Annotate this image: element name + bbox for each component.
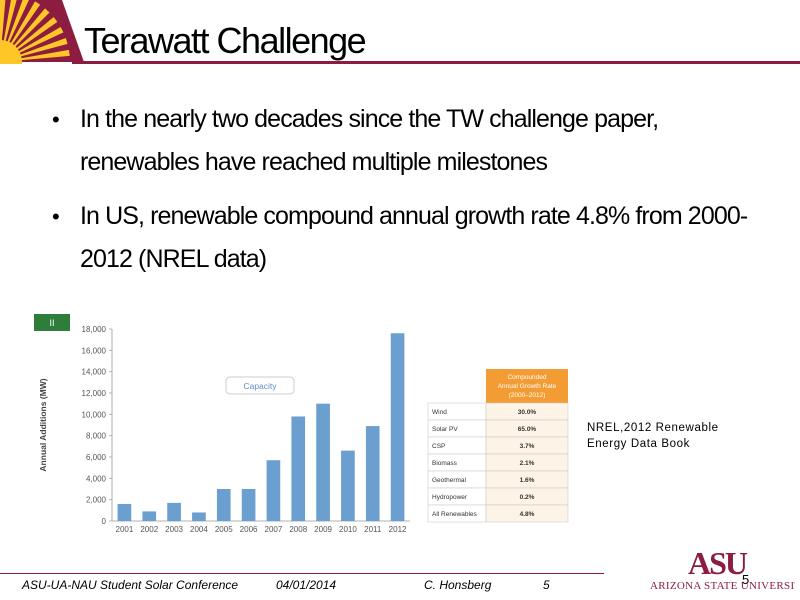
y-tick-label: 8,000: [86, 432, 107, 441]
y-tick-label: 18,000: [82, 325, 107, 334]
table-row-value: 65.0%: [518, 426, 537, 433]
bar: [291, 416, 306, 521]
x-tick-label: 2005: [215, 525, 233, 534]
bullet-item: • In US, renewable compound annual growth…: [52, 195, 772, 281]
x-tick-label: 2011: [364, 525, 382, 534]
legend-box: [225, 376, 295, 395]
bar: [316, 403, 330, 521]
footer-divider: [0, 573, 604, 574]
svg-text:ASU: ASU: [688, 546, 748, 581]
table-row-label: Biomass: [432, 460, 458, 467]
y-tick-label: 0: [102, 517, 107, 526]
table-row-value: 3.7%: [520, 443, 535, 450]
bar: [142, 511, 157, 521]
chart-svg: II Annual Additions (MW) 0 2,000 4,000 6,000 8…: [34, 314, 569, 534]
x-tick-label: 2009: [314, 525, 332, 534]
table-header-text: Annual Growth Rate: [498, 383, 557, 390]
table-row-label: Wind: [432, 409, 447, 416]
table-row-value: 0.2%: [520, 494, 535, 501]
table-header-text: (2000–2012): [509, 392, 546, 399]
x-tick-label: 2006: [240, 525, 258, 534]
table-value-cell: [485, 504, 569, 523]
x-tick-label: 2012: [389, 525, 407, 534]
chart-badge-label: II: [49, 318, 54, 328]
table-row-label: Geothermal: [432, 477, 467, 484]
x-tick-label: 2008: [289, 525, 307, 534]
x-tick-label: 2003: [165, 525, 183, 534]
svg-text:ARIZONA STATE UNIVERSITY: ARIZONA STATE UNIVERSITY: [650, 580, 795, 592]
bullet-dot-icon: •: [52, 204, 60, 229]
bar: [117, 503, 132, 521]
table-row-value: 1.6%: [520, 477, 535, 484]
bar: [241, 489, 256, 521]
bar: [216, 489, 231, 521]
bar: [266, 460, 281, 521]
table-row-label: CSP: [432, 443, 445, 450]
footer-conference: ASU-UA-NAU Student Solar Conference: [22, 578, 239, 592]
table-header-text: Compounded: [507, 374, 546, 381]
sunburst-logo: [0, 0, 84, 64]
y-axis-label: Annual Additions (MW): [38, 378, 48, 471]
bar: [390, 333, 405, 521]
title-divider: [72, 61, 800, 64]
x-tick-label: 2010: [339, 525, 357, 534]
bullet-list: • In the nearly two decades since the TW …: [52, 98, 772, 292]
x-tick-label: 2002: [140, 525, 158, 534]
table-row-value: 30.0%: [518, 409, 537, 416]
y-tick-label: 10,000: [82, 410, 107, 419]
renewables-chart: II Annual Additions (MW) 0 2,000 4,000 6,000 8…: [30, 312, 590, 544]
y-tick-label: 4,000: [86, 474, 107, 483]
y-tick-label: 12,000: [82, 389, 107, 398]
bar: [341, 450, 355, 521]
bullet-dot-icon: •: [52, 107, 60, 132]
table-header-cell: [486, 369, 568, 403]
y-tick-label: 16,000: [82, 346, 107, 355]
legend-label: Capacity: [243, 381, 277, 391]
footer-author: C. Honsberg: [424, 578, 492, 592]
table-row-value: 2.1%: [520, 460, 535, 467]
asu-logo: ASU ARIZONA STATE UNIVERSITY: [650, 546, 795, 592]
bar: [365, 426, 380, 521]
y-tick-label: 2,000: [86, 496, 107, 505]
footer-date: 04/01/2014: [276, 578, 337, 592]
slide-number: 5: [742, 572, 750, 587]
table-row-label: Hydropower: [432, 494, 468, 501]
bar: [167, 502, 181, 521]
x-tick-label: 2007: [265, 525, 283, 534]
y-tick-label: 14,000: [82, 368, 107, 377]
bar: [192, 512, 206, 521]
y-tick-label: 6,000: [86, 453, 107, 462]
chart-badge: [34, 314, 70, 331]
x-tick-label: 2001: [116, 525, 134, 534]
table-row-label: Solar PV: [432, 426, 458, 433]
table-row-label: All Renewables: [432, 511, 478, 518]
table-row-value: 4.8%: [520, 511, 535, 518]
footer-page: 5: [543, 578, 550, 592]
bullet-item: • In the nearly two decades since the TW …: [52, 98, 772, 184]
source-note: NREL,2012 Renewable Energy Data Book: [587, 422, 719, 450]
x-tick-label: 2004: [190, 525, 208, 534]
slide-title: Terawatt Challenge: [84, 20, 367, 61]
